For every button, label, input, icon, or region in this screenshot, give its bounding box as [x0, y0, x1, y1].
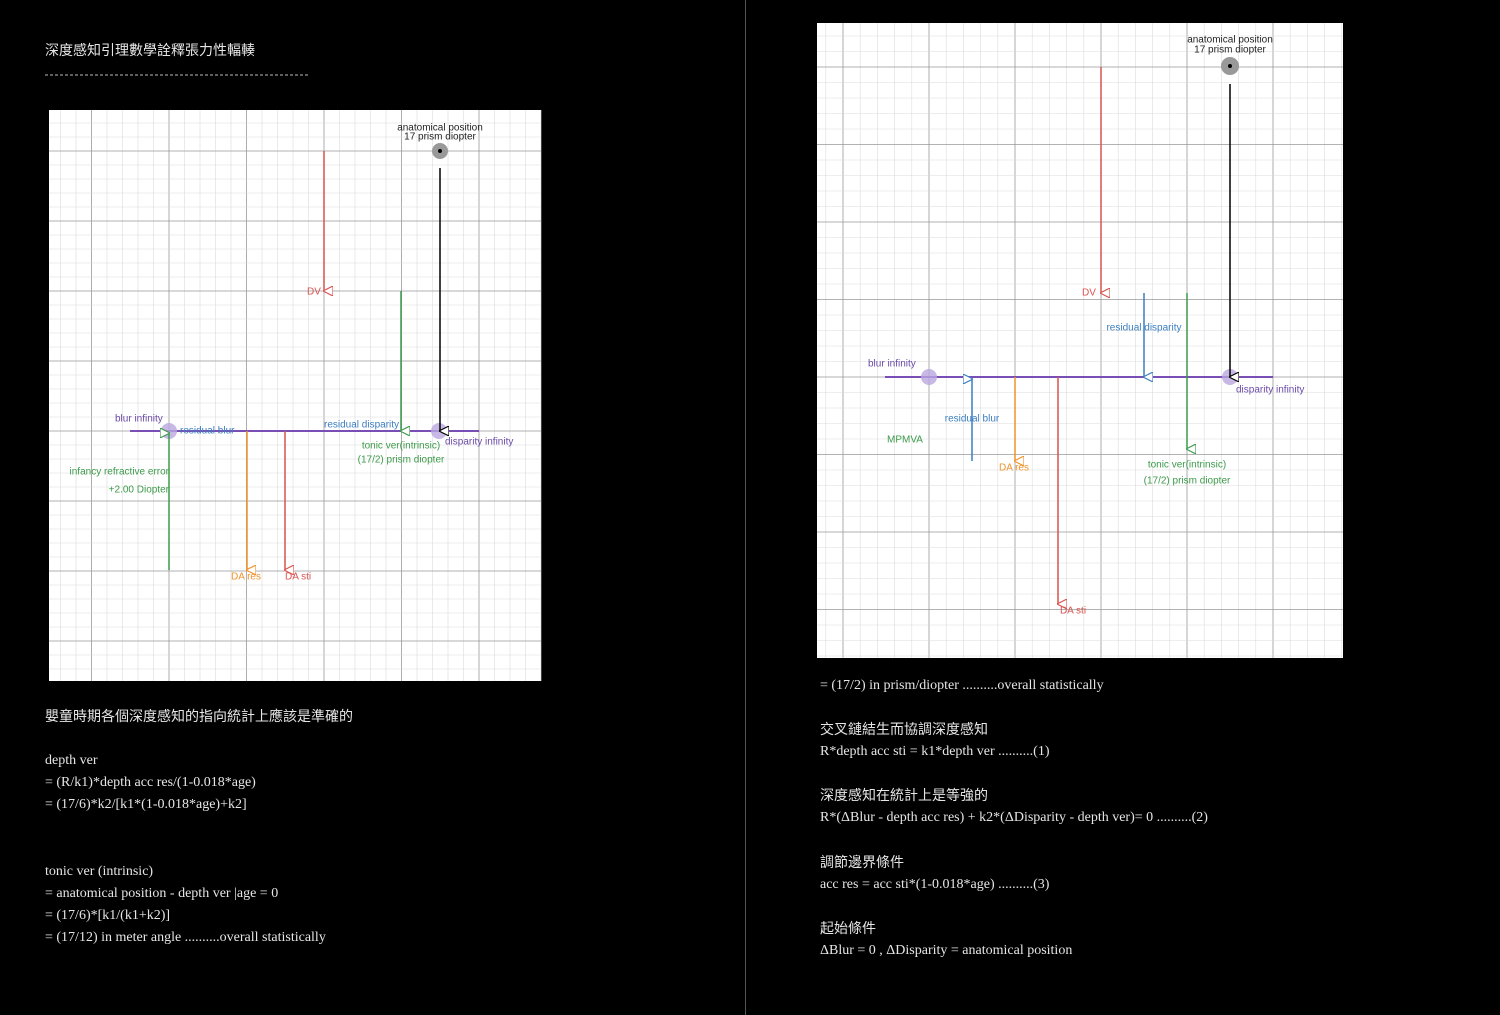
text-line: 起始條件: [820, 921, 876, 937]
diagram-label: +2.00 Diopter: [109, 485, 170, 496]
diagram-label: anatomical position: [397, 123, 483, 134]
text-line: = (R/k1)*depth acc res/(1-0.018*age): [45, 775, 256, 790]
text-line: R*(ΔBlur - depth acc res) + k2*(ΔDispari…: [820, 810, 1208, 825]
text-line: = (17/12) in meter angle ..........overa…: [45, 930, 326, 945]
diagram-label: (17/2) prism diopter: [1144, 476, 1231, 487]
text-line: acc res = acc sti*(1-0.018*age) ........…: [820, 877, 1050, 892]
diagram-label: DA res: [231, 572, 261, 583]
anatomical-dot: [438, 149, 442, 153]
diagram-label: (17/2) prism diopter: [358, 455, 445, 466]
diagram: anatomical position 17 prism diopter DV …: [49, 110, 542, 681]
text-line: = (17/6)*[k1/(k1+k2)]: [45, 908, 170, 923]
diagram-label: MPMVA: [887, 435, 923, 446]
diagram: anatomical position 17 prism diopter DV …: [817, 23, 1343, 658]
diagram-label: DA sti: [1060, 606, 1086, 617]
title: 深度感知引理數學詮釋張力性輻輳: [45, 42, 255, 59]
diagram-label: residual disparity: [1106, 323, 1181, 334]
text-line: = (17/6)*k2/[k1*(1-0.018*age)+k2]: [45, 797, 247, 812]
text-line: ΔBlur = 0 , ΔDisparity = anatomical posi…: [820, 943, 1072, 958]
diagram-label: tonic ver(intrinsic): [1148, 460, 1226, 471]
diagram-label: DV: [307, 287, 321, 298]
diagram-label: disparity infinity: [1236, 385, 1304, 396]
text-line: 調節邊界條件: [820, 854, 904, 871]
text-line: 交叉鏈結生而協調深度感知: [820, 721, 988, 738]
diagram-label: residual blur: [180, 426, 235, 437]
diagram-label: DA sti: [285, 572, 311, 583]
anatomical-dot: [1228, 64, 1232, 68]
diagram-label: DV: [1082, 288, 1096, 299]
diagram-label: residual blur: [945, 414, 1000, 425]
diagram-label: tonic ver(intrinsic): [362, 441, 440, 452]
diagram-label: anatomical position: [1187, 35, 1273, 46]
diagram-label: blur infinity: [115, 414, 163, 425]
diagram-label: disparity infinity: [445, 437, 513, 448]
blur-infinity-point: [921, 369, 937, 385]
text-line: 嬰童時期各個深度感知的指向統計上應該是準確的: [45, 708, 353, 725]
text-line: 深度感知在統計上是等強的: [820, 787, 988, 804]
diagram-label: residual disparity: [324, 420, 399, 431]
diagram-label: 17 prism diopter: [1194, 45, 1266, 56]
text-line: = (17/2) in prism/diopter ..........over…: [820, 678, 1104, 693]
text-line: tonic ver (intrinsic): [45, 864, 153, 879]
text-line: = anatomical position - depth ver |age =…: [45, 886, 278, 901]
diagram-label: DA res: [999, 463, 1029, 474]
text-line: R*depth acc sti = k1*depth ver .........…: [820, 744, 1050, 759]
diagram-background: [49, 110, 541, 681]
diagram-label: 17 prism diopter: [404, 132, 476, 143]
text-line: depth ver: [45, 753, 98, 768]
diagram-label: blur infinity: [868, 359, 916, 370]
diagram-label: infancy refractive error: [70, 467, 170, 478]
